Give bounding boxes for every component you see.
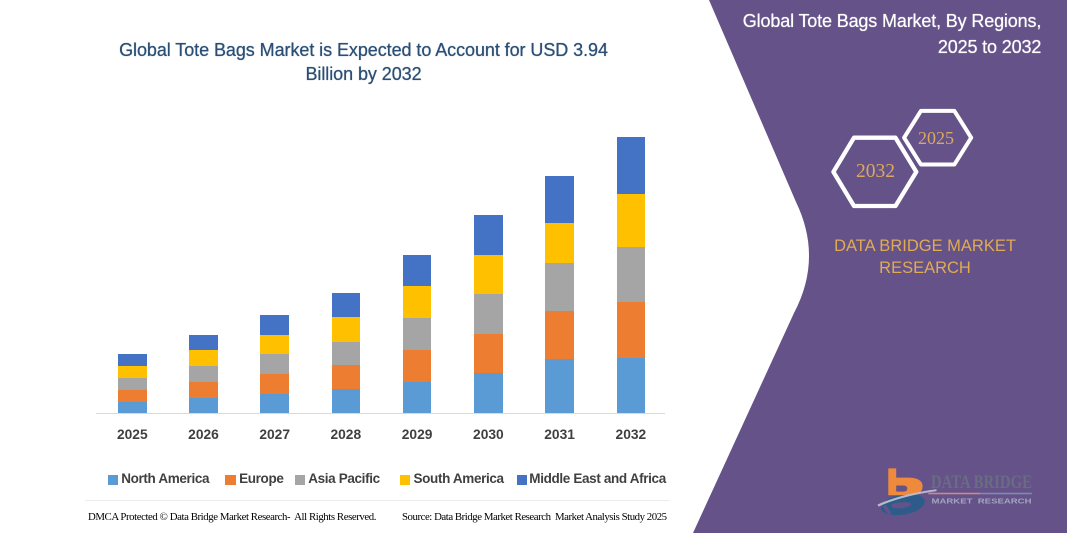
svg-text:MARKET RESEARCH: MARKET RESEARCH [932,497,1032,506]
svg-text:DATA BRIDGE: DATA BRIDGE [931,472,1032,493]
